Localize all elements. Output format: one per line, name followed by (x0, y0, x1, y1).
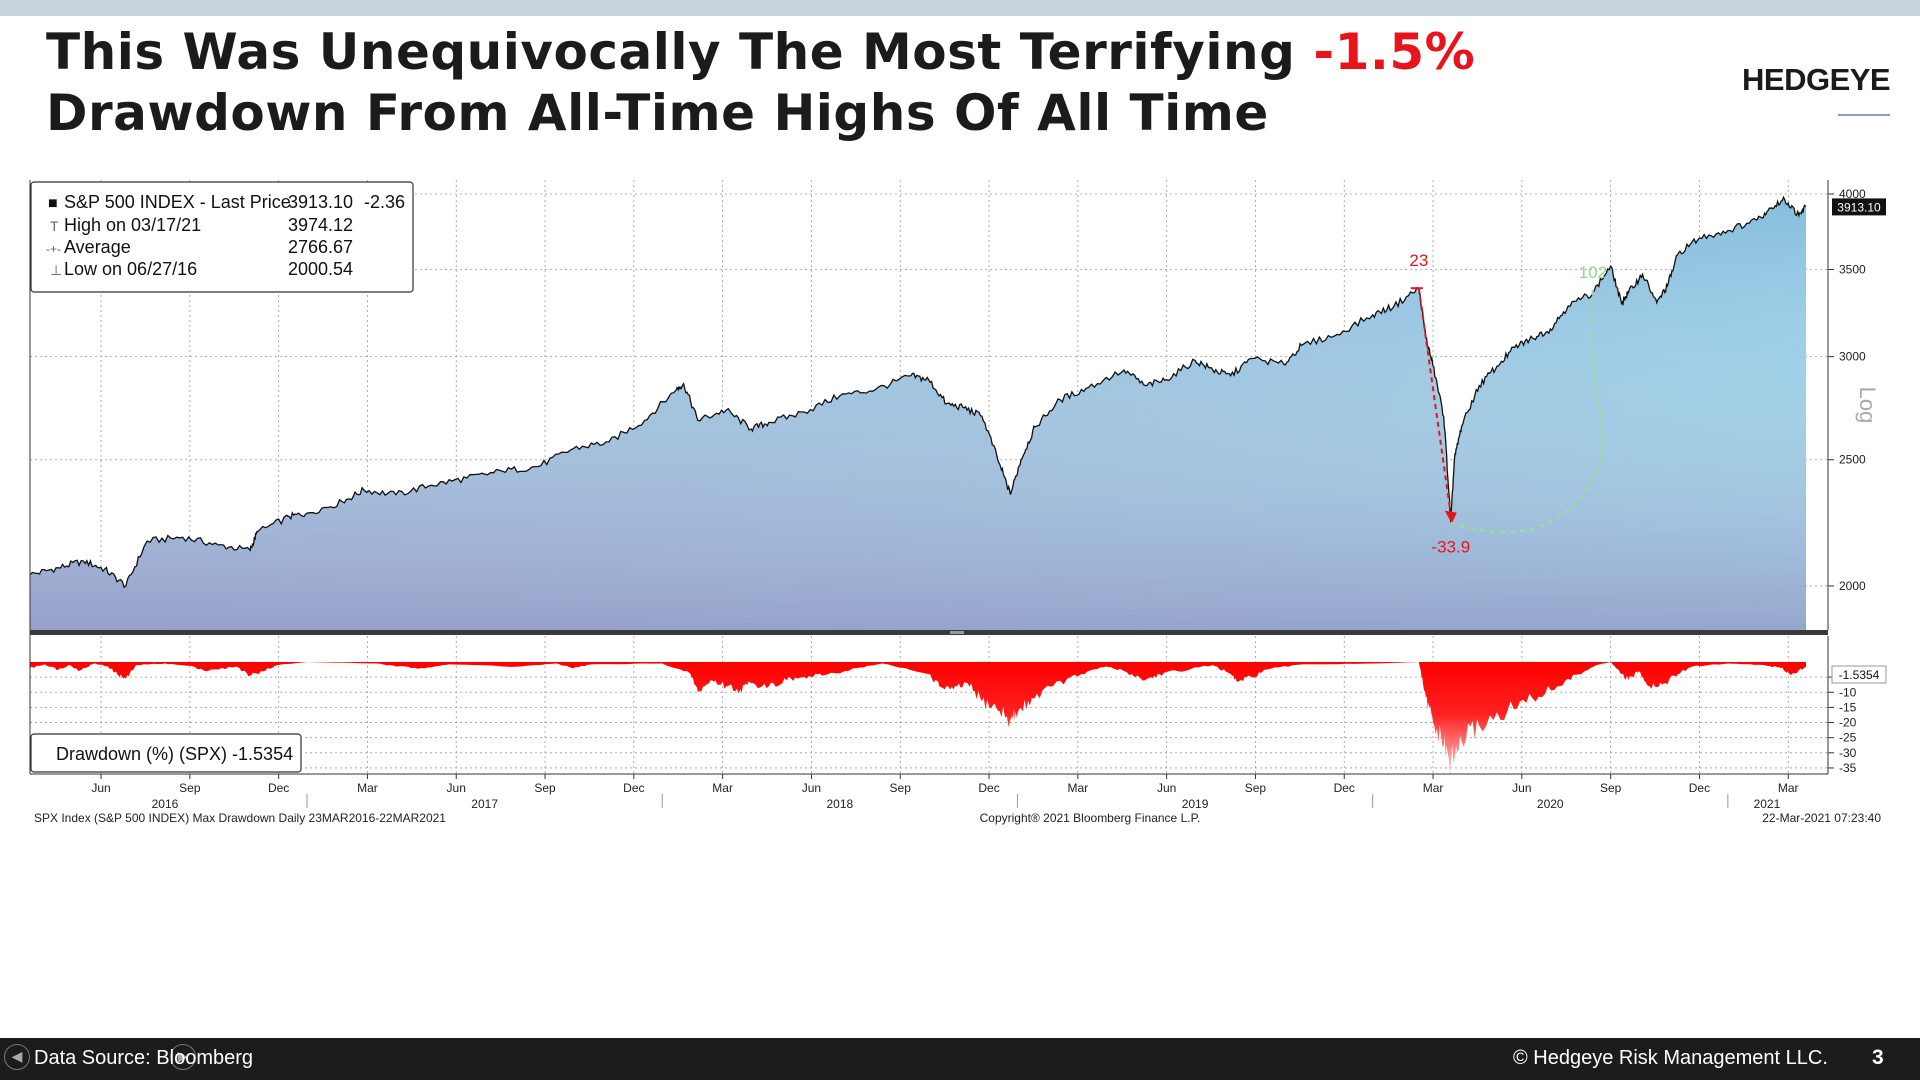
legend-row-1-change: -2.36 (364, 192, 405, 212)
x-month-label: Jun (91, 781, 110, 795)
x-month-label: Sep (534, 781, 556, 795)
peak-label: 23 (1409, 251, 1428, 270)
x-month-label: Mar (1068, 781, 1089, 795)
legend-row-1-icon: ■ (48, 195, 58, 212)
drawdown-legend-text: Drawdown (%) (SPX) -1.5354 (56, 744, 293, 764)
price-tick-label: 3000 (1839, 350, 1866, 364)
drawdown-arrow-head (1444, 510, 1457, 524)
x-year-label: 2017 (471, 797, 498, 811)
legend-row-2-value: 3974.12 (288, 215, 353, 235)
drawdown-tick-label: -25 (1839, 731, 1857, 745)
title-highlight: -1.5% (1313, 23, 1476, 81)
legend-row-3-value: 2766.67 (288, 237, 353, 257)
x-year-label: 2018 (827, 797, 854, 811)
x-month-label: Mar (1778, 781, 1799, 795)
last-drawdown-tag: -1.5354 (1831, 665, 1887, 684)
price-line (29, 195, 1807, 589)
drawdown-tick-label: -15 (1839, 700, 1857, 714)
price-tick-label: 3500 (1839, 262, 1866, 276)
legend-row-1-value: 3913.10 (288, 192, 353, 212)
legend-row-1-label: S&P 500 INDEX - Last Price (64, 192, 291, 212)
drawdown-arrow (1417, 288, 1452, 515)
drawdown-tick-label: -10 (1839, 685, 1857, 699)
x-month-label: Dec (1334, 781, 1355, 795)
bloomberg-footer-center: Copyright® 2021 Bloomberg Finance L.P. (980, 811, 1201, 825)
x-month-label: Sep (890, 781, 912, 795)
drawdown-y-ticks: -5-10-15-20-25-30-35 (1828, 670, 1857, 775)
x-month-label: Jun (1512, 781, 1531, 795)
legend-row-4-icon: ⊥ (50, 262, 62, 278)
price-y-ticks: 2000 2500 3000 3500 4000 (1828, 187, 1866, 593)
chevron-right-icon[interactable]: ▶ (170, 1044, 196, 1070)
x-month-label: Dec (1689, 781, 1710, 795)
legend-row-4-label: Low on 06/27/16 (64, 259, 197, 279)
x-month-label: Jun (447, 781, 466, 795)
footer-source: Data Source: Bloomberg (34, 1047, 254, 1069)
legend-row-4-value: 2000.54 (288, 259, 353, 279)
drawdown-tick-label: -35 (1839, 761, 1857, 775)
hedgeye-logo: HEDGEYE (1742, 62, 1891, 97)
last-price-tag: 3913.10 (1832, 198, 1886, 216)
x-month-label: Mar (357, 781, 378, 795)
price-legend: ■ S&P 500 INDEX - Last Price 3913.10 -2.… (30, 181, 414, 293)
price-tick-label: 2000 (1839, 579, 1866, 593)
last-price-tag-text: 3913.10 (1837, 200, 1881, 214)
x-month-label: Mar (1423, 781, 1444, 795)
trough-label: -33.9 (1431, 538, 1470, 557)
x-month-label: Jun (802, 781, 821, 795)
chevron-left-icon[interactable]: ◀ (4, 1044, 30, 1070)
bloomberg-footer-left: SPX Index (S&P 500 INDEX) Max Drawdown D… (34, 811, 446, 825)
top-accent-bar (0, 0, 1920, 16)
price-area-shade (30, 197, 1806, 630)
legend-row-3-icon: -+- (46, 242, 61, 256)
drawdown-legend-panel: Drawdown (%) (SPX) -1.5354 (30, 733, 302, 773)
slide-title: This Was Unequivocally The Most Terrifyi… (46, 22, 1546, 144)
legend-row-3-label: Average (64, 237, 131, 257)
x-month-label: Sep (179, 781, 201, 795)
footer-copyright: © Hedgeye Risk Management LLC. (1513, 1047, 1828, 1069)
drawdown-tick-label: -20 (1839, 716, 1857, 730)
x-month-label: Dec (978, 781, 999, 795)
x-year-label: 2016 (152, 797, 179, 811)
x-month-label: Sep (1245, 781, 1267, 795)
log-scale-label: Log (1855, 387, 1880, 424)
price-tick-label: 2500 (1839, 453, 1866, 467)
legend-row-2-icon: T (50, 218, 59, 234)
bloomberg-footer-right: 22-Mar-2021 07:23:40 (1762, 811, 1881, 825)
recovery-curve (1450, 288, 1604, 534)
panel-separator (30, 630, 1828, 635)
x-year-label: 2019 (1182, 797, 1209, 811)
last-drawdown-tag-text: -1.5354 (1839, 668, 1880, 682)
x-month-label: Sep (1600, 781, 1622, 795)
page-number: 3 (1872, 1046, 1884, 1069)
logo-underline (1838, 114, 1890, 116)
drawdown-area (30, 662, 1806, 778)
x-year-label: 2021 (1754, 797, 1781, 811)
recovery-label: 102 (1579, 263, 1607, 282)
title-line2: Drawdown From All-Time Highs Of All Time (46, 84, 1269, 142)
x-month-label: Jun (1157, 781, 1176, 795)
drawdown-tick-label: -30 (1839, 746, 1857, 760)
x-month-label: Dec (623, 781, 644, 795)
x-axis-ticks: Jun Sep Dec Mar Jun Sep Dec Mar Jun Sep Dec Mar Jun S… (91, 774, 1799, 811)
price-tick-label: 4000 (1839, 187, 1866, 201)
drawdown-annotations: 23 -33.9 102 (1409, 251, 1607, 556)
separator-grip[interactable] (950, 631, 964, 634)
x-year-label: 2020 (1537, 797, 1564, 811)
x-month-label: Mar (712, 781, 733, 795)
title-line1: This Was Unequivocally The Most Terrifyi… (46, 23, 1314, 81)
x-month-label: Dec (268, 781, 289, 795)
slide-footer: ◀ ▶ Data Source: Bloomberg © Hedgeye Ris… (0, 1038, 1920, 1080)
legend-row-2-label: High on 03/17/21 (64, 215, 201, 235)
